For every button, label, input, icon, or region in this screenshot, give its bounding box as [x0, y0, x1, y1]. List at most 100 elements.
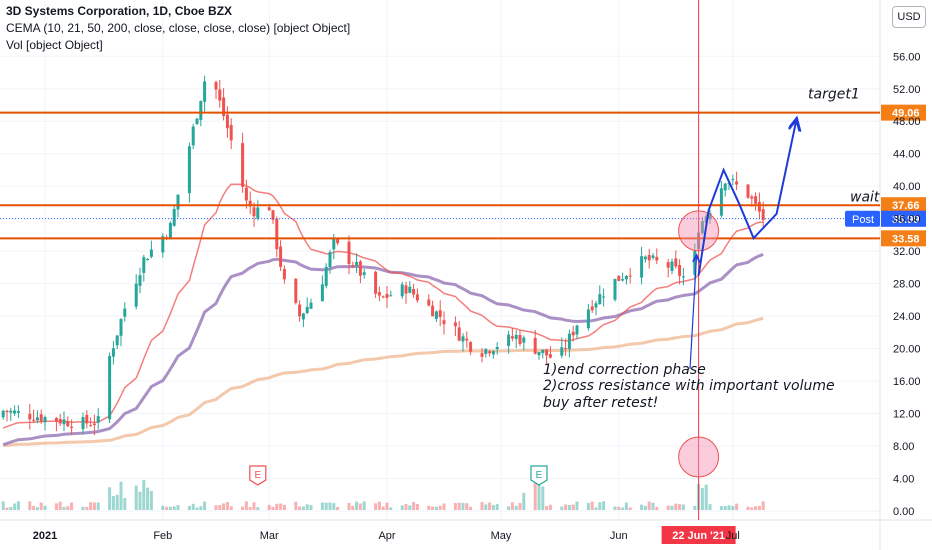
candle-body	[96, 416, 100, 423]
note-line-3[interactable]: buy after retest!	[543, 395, 658, 411]
volume-bar	[187, 505, 191, 510]
volume-bar	[651, 502, 655, 510]
earnings-marker[interactable]: E	[249, 465, 267, 486]
target-annotation[interactable]: target1	[808, 87, 860, 103]
candle-body	[336, 238, 340, 244]
volume-bar	[54, 503, 58, 510]
volume-bar	[161, 505, 165, 510]
volume-bar	[537, 484, 541, 510]
candle-body	[203, 81, 207, 102]
candle-body	[324, 266, 328, 286]
volume-bar	[564, 504, 568, 510]
note-line-1[interactable]: 1)end correction phase	[543, 362, 706, 378]
volume-bar	[545, 505, 549, 510]
candle-body	[9, 410, 13, 413]
candle-body	[678, 265, 682, 276]
candle-body	[195, 118, 199, 125]
candle-body	[244, 187, 248, 201]
candle-body	[271, 210, 275, 220]
candle-body	[666, 262, 670, 268]
volume-bar	[727, 505, 731, 510]
volume-bar	[465, 503, 469, 510]
volume-legend[interactable]: Vol [object Object]	[6, 38, 103, 52]
candle-body	[199, 100, 203, 120]
candle-body	[35, 417, 39, 421]
volume-bar	[723, 506, 727, 510]
volume-bar	[271, 506, 275, 510]
price-tick-label: 24.00	[893, 311, 921, 323]
candle-body	[149, 249, 153, 257]
price-tick-label: 12.00	[893, 409, 921, 421]
candle-body	[567, 333, 571, 350]
volume-circle[interactable]	[678, 436, 720, 478]
candle-body	[647, 254, 651, 261]
earnings-marker[interactable]: E	[530, 465, 548, 486]
price-tick-label: 0.00	[893, 506, 914, 518]
candle-body	[279, 246, 283, 267]
candle-body	[643, 256, 647, 260]
candle-body	[480, 353, 484, 357]
candle-body	[275, 218, 279, 250]
candle-body	[134, 283, 138, 307]
volume-bar	[195, 507, 199, 510]
volume-bar	[590, 501, 594, 510]
time-axis: 2021 Feb Mar Apr May Jun Jul	[33, 530, 740, 542]
volume-bar	[218, 505, 222, 510]
candle-body	[362, 272, 366, 276]
note-arrow[interactable]	[689, 255, 697, 369]
volume-bar	[522, 492, 526, 510]
candle-body	[575, 325, 579, 335]
candle-body	[708, 213, 712, 219]
candle-body	[754, 196, 758, 204]
candle-body	[522, 337, 526, 343]
volume-bar	[670, 505, 674, 510]
candle-body	[161, 236, 165, 253]
candle-body	[518, 334, 522, 344]
volume-bar	[252, 502, 256, 510]
candle-body	[434, 311, 438, 319]
time-tick-label: Apr	[378, 530, 395, 542]
volume-bar	[108, 487, 112, 510]
volume-bar	[571, 504, 575, 510]
breakout-circle[interactable]	[678, 210, 720, 252]
volume-bar	[115, 494, 119, 510]
volume-bar	[241, 506, 245, 510]
candle-body	[602, 296, 606, 298]
volume-bar	[16, 501, 20, 510]
candle-body	[537, 351, 541, 356]
indicator-legend[interactable]: CEMA (10, 21, 50, 200, close, close, clo…	[6, 21, 351, 35]
volume-bar	[560, 506, 564, 510]
currency-button[interactable]: USD	[892, 6, 926, 28]
volume-bar	[514, 505, 518, 510]
price-tick-label: 36.00	[893, 214, 921, 226]
candle-body	[381, 296, 385, 298]
volume-bar	[731, 505, 735, 510]
price-label: 33.58	[881, 230, 926, 247]
note-line-2[interactable]: 2)cross resistance with important volume	[543, 378, 835, 394]
post-tag: Post	[852, 214, 874, 226]
candle-body	[241, 143, 245, 187]
volume-bar	[191, 503, 195, 510]
volume-bar	[400, 505, 404, 510]
volume-bar	[541, 486, 545, 510]
wait-annotation[interactable]: wait	[850, 190, 880, 206]
volume-bar	[621, 507, 625, 510]
candle-body	[351, 264, 355, 267]
projection-path[interactable]	[697, 119, 797, 276]
candle-body	[225, 114, 229, 129]
candle-body	[43, 417, 47, 423]
volume-bar	[336, 506, 340, 510]
candle-body	[168, 223, 172, 240]
resistance-lines: 49.06 37.66 36.00 33.58 Post 35.99	[0, 104, 926, 247]
candle-body	[305, 306, 309, 314]
volume-bar	[1, 501, 5, 510]
price-tick-label: 20.00	[893, 344, 921, 356]
volume-bar	[248, 507, 252, 510]
candle-body	[404, 285, 408, 294]
volume-bar	[96, 502, 100, 510]
candle-body	[510, 336, 514, 339]
candle-body	[229, 125, 233, 141]
candle-body	[146, 258, 150, 261]
volume-bar	[533, 482, 537, 510]
